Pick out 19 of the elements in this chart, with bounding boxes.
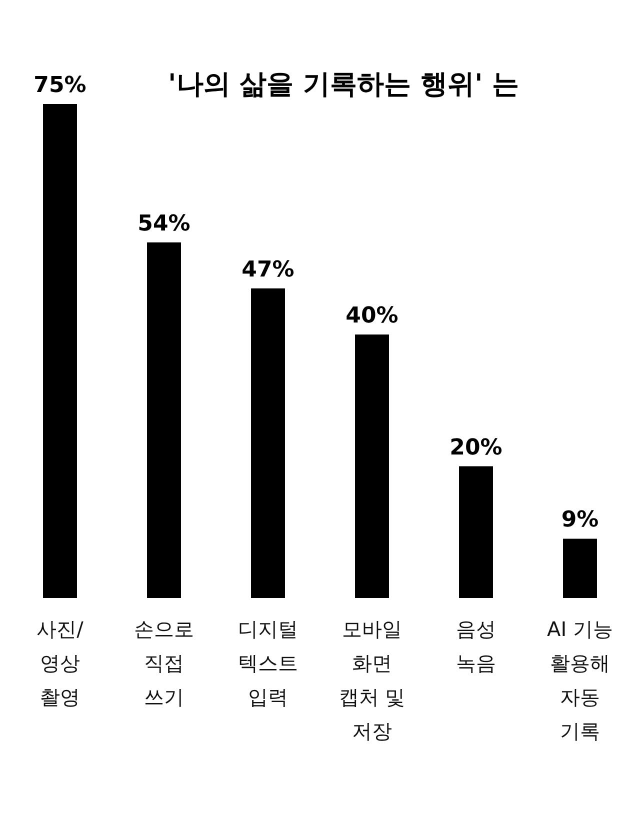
x-tick-label: 사진/ 영상 촬영 bbox=[36, 617, 84, 709]
x-tick-label: 손으로 직접 쓰기 bbox=[134, 617, 194, 709]
x-tick-label: AI 기능 활용해 자동 기록 bbox=[547, 617, 613, 743]
bar bbox=[355, 334, 389, 598]
data-label: 75% bbox=[34, 73, 86, 98]
data-label: 20% bbox=[450, 435, 502, 460]
x-tick-label: 음성 녹음 bbox=[456, 617, 496, 675]
x-tick-label: 모바일 화면 캡처 및 저장 bbox=[338, 617, 406, 743]
chart-title: '나의 삶을 기록하는 행위' 는 bbox=[168, 68, 520, 102]
data-label: 54% bbox=[138, 211, 190, 236]
data-label: 9% bbox=[561, 508, 599, 533]
bar bbox=[563, 538, 597, 598]
bar bbox=[43, 104, 77, 598]
bar bbox=[251, 288, 285, 598]
x-tick-label: 디지털 텍스트 입력 bbox=[238, 617, 298, 709]
data-label: 40% bbox=[346, 304, 398, 329]
data-label: 47% bbox=[242, 257, 294, 282]
bar bbox=[147, 242, 181, 598]
bar bbox=[459, 466, 493, 598]
